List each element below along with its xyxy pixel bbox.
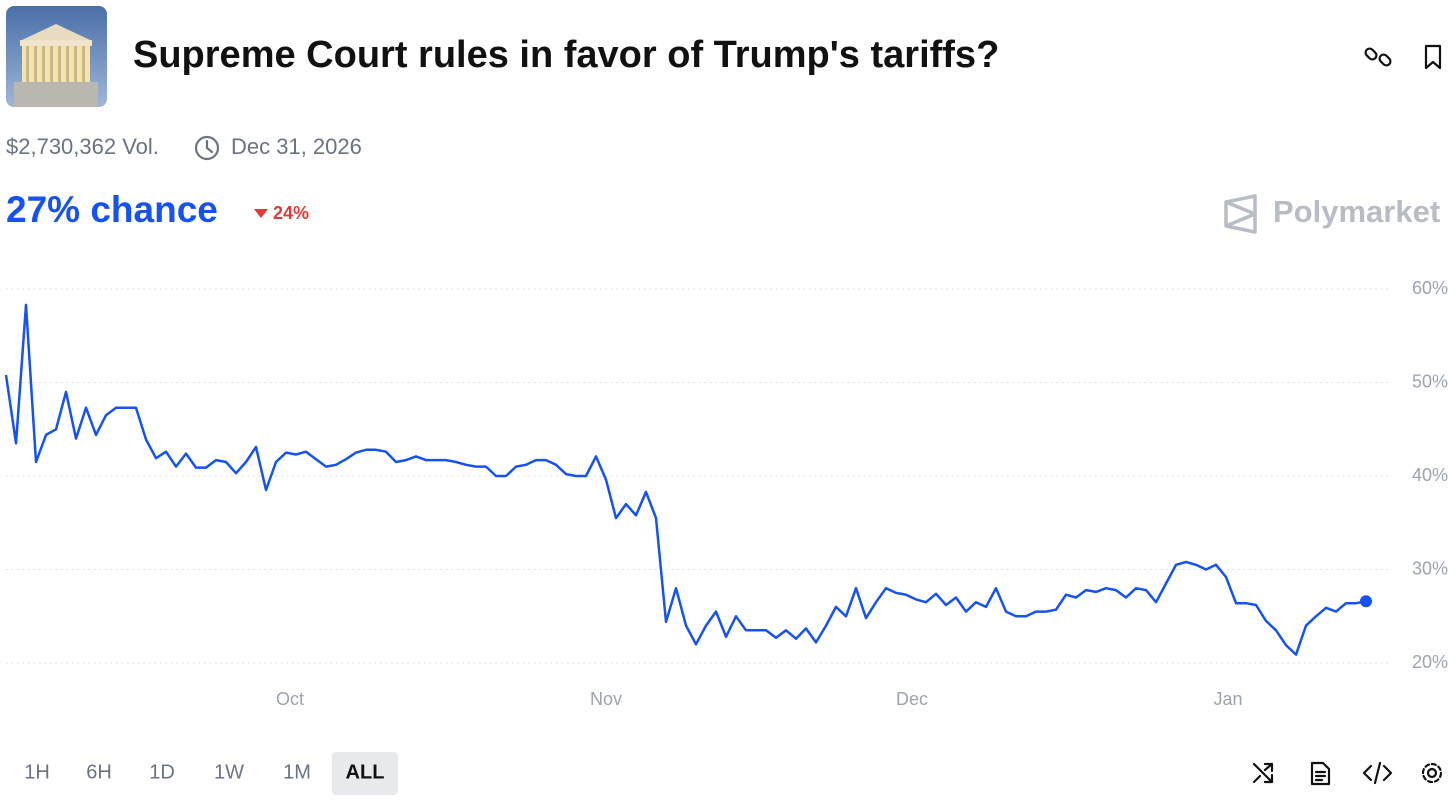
settings-icon[interactable] xyxy=(1421,762,1443,784)
range-button[interactable] xyxy=(332,752,398,795)
range-label[interactable]: 1H xyxy=(24,761,50,783)
range-label[interactable]: 6H xyxy=(86,761,112,783)
range-label[interactable]: ALL xyxy=(346,761,385,783)
y-tick-label: 30% xyxy=(1412,558,1448,578)
range-label[interactable]: 1D xyxy=(149,761,175,783)
thumbnail xyxy=(6,6,107,107)
chart: 60% 50% 40% 30% 20% Oct Nov Dec Jan xyxy=(4,278,1448,709)
shuffle-icon[interactable] xyxy=(1252,762,1274,784)
clock-icon xyxy=(194,135,220,161)
x-tick-label: Jan xyxy=(1213,689,1242,709)
link-icon[interactable] xyxy=(1364,47,1392,67)
change: 24% xyxy=(273,203,309,223)
brand: Polymarket xyxy=(1273,194,1440,229)
bookmark-icon[interactable] xyxy=(1424,44,1442,70)
toolbar xyxy=(1252,761,1443,786)
volume: $2,730,362 Vol. xyxy=(6,134,159,159)
document-icon[interactable] xyxy=(1310,761,1331,786)
brand-logo xyxy=(1224,194,1257,234)
chance: 27% chance xyxy=(6,189,218,230)
code-icon[interactable] xyxy=(1362,761,1393,785)
x-tick-label: Oct xyxy=(276,689,304,709)
title: Supreme Court rules in favor of Trump's … xyxy=(133,34,999,76)
y-tick-label: 60% xyxy=(1412,278,1448,298)
down-arrow xyxy=(254,209,268,218)
last-point xyxy=(1360,595,1372,608)
range-label[interactable]: 1W xyxy=(214,761,244,783)
y-tick-label: 40% xyxy=(1412,465,1448,485)
x-tick-label: Dec xyxy=(896,689,928,709)
end-date: Dec 31, 2026 xyxy=(231,134,362,159)
y-tick-label: 50% xyxy=(1412,371,1448,391)
range-selector: 1H 6H 1D 1W 1M ALL xyxy=(24,752,398,795)
line xyxy=(4,303,1367,656)
y-tick-label: 20% xyxy=(1412,652,1448,672)
range-label[interactable]: 1M xyxy=(283,761,311,783)
x-tick-label: Nov xyxy=(590,689,622,709)
